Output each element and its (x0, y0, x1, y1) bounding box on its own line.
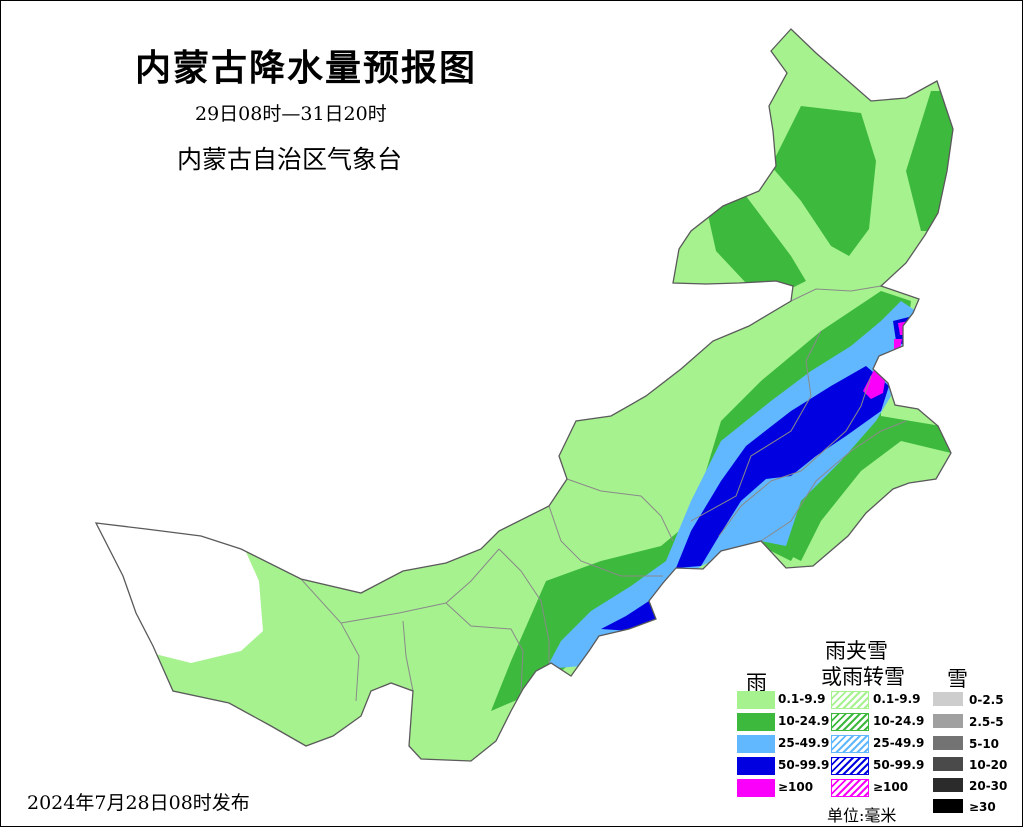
legend-rain-label-1: 0.1-9.9 (778, 692, 826, 706)
legend-snow-swatch-2 (933, 714, 963, 728)
legend-snow-label-3: 5-10 (969, 737, 1000, 751)
legend-snow-label-4: 10-20 (969, 758, 1008, 772)
map-title: 内蒙古降水量预报图 (135, 47, 478, 89)
issue-time: 2024年7月28日08时发布 (27, 792, 250, 814)
legend-snow-label-2: 2.5-5 (969, 715, 1004, 729)
legend-snow-label-1: 0-2.5 (969, 693, 1004, 707)
legend-mixed-label-1: 0.1-9.9 (873, 692, 921, 706)
legend-rain-swatch-2 (737, 713, 775, 731)
legend-snow-swatch-1 (933, 692, 963, 706)
legend-snow-label-5: 20-30 (969, 779, 1008, 793)
legend-mixed-swatch-1 (831, 691, 869, 709)
legend-rain-swatch-5 (737, 779, 775, 797)
legend-rain-swatch-3 (737, 735, 775, 753)
legend-mixed-swatch-4 (831, 757, 869, 775)
legend-mixed-heading-line2: 或雨转雪 (821, 665, 905, 689)
legend-mixed-label-2: 10-24.9 (873, 714, 925, 728)
legend-snow-heading: 雪 (947, 667, 968, 691)
legend-mixed-label-3: 25-49.9 (873, 736, 925, 750)
legend-mixed-label-4: 50-99.9 (873, 758, 925, 772)
legend-rain-heading: 雨 (746, 671, 767, 695)
legend-rain-label-2: 10-24.9 (778, 714, 830, 728)
legend-snow-label-6: ≥30 (969, 800, 996, 814)
legend-mixed-heading-line1: 雨夹雪 (825, 639, 888, 663)
unit-label: 单位:毫米 (827, 806, 897, 825)
legend-snow-swatch-6 (933, 799, 963, 813)
legend-rain-label-3: 25-49.9 (778, 736, 830, 750)
legend-mixed-swatch-2 (831, 713, 869, 731)
forecast-period: 29日08时—31日20时 (195, 103, 387, 125)
legend-rain-swatch-4 (737, 757, 775, 775)
legend-snow-swatch-5 (933, 778, 963, 792)
legend-snow-swatch-4 (933, 757, 963, 771)
legend-rain-label-4: 50-99.9 (778, 758, 830, 772)
legend-snow-swatch-3 (933, 736, 963, 750)
legend-rain-label-5: ≥100 (778, 780, 814, 794)
legend-mixed-swatch-5 (831, 779, 869, 797)
issuing-agency: 内蒙古自治区气象台 (177, 145, 403, 174)
legend-mixed-label-5: ≥100 (873, 780, 909, 794)
legend-rain-swatch-1 (737, 691, 775, 709)
legend-mixed-swatch-3 (831, 735, 869, 753)
